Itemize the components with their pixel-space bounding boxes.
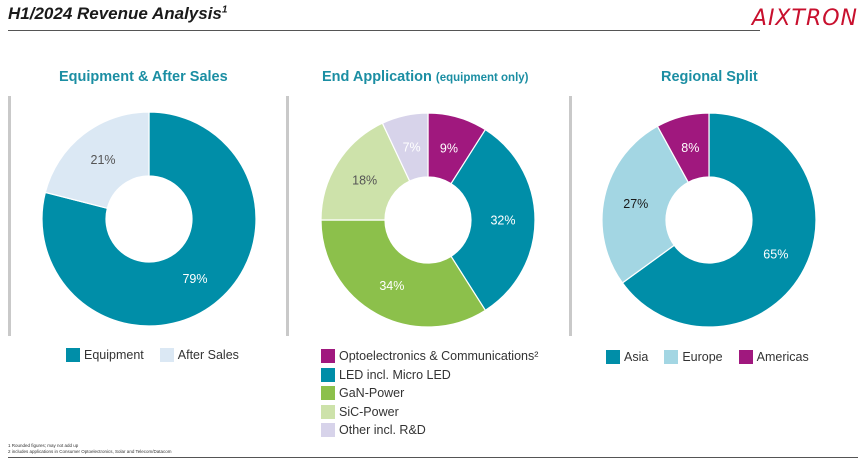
- slice-equipment-after-sales: [44, 111, 150, 210]
- legend-swatch-equipment: [66, 348, 80, 363]
- slice-application-other-incl-r-d: [381, 112, 429, 182]
- label-application-gan-power: 34%: [379, 279, 404, 293]
- legend-item-europe: Europe: [664, 348, 723, 367]
- legend-swatch-other: [321, 423, 335, 438]
- legend-application: Optoelectronics & Communications² LED in…: [321, 347, 538, 440]
- panel-subtitle-application: (equipment only): [435, 72, 529, 84]
- legend-label-asia: Asia: [624, 350, 649, 365]
- panel-title-application-text: End Application: [322, 69, 432, 85]
- legend-swatch-after-sales: [159, 348, 174, 363]
- footnote-1: 1 Rounded figures; may not add up: [8, 443, 79, 448]
- footnotes: 1 Rounded figures; may not add up 2 incl…: [8, 443, 172, 455]
- panel-title-regional-text: Regional Split: [661, 69, 758, 85]
- slice-application-led-incl-micro-led: [450, 128, 536, 312]
- label-application-sic-power: 18%: [352, 173, 377, 187]
- legend-label-other: Other incl. R&D: [339, 423, 426, 438]
- legend-swatch-sic: [321, 404, 335, 419]
- legend-swatch-europe: [664, 350, 679, 365]
- panel-title-application: End Application (equipment only): [322, 69, 529, 85]
- legend-item-equipment: Equipment: [66, 346, 144, 365]
- legend-label-after-sales: After Sales: [177, 348, 239, 363]
- legend-swatch-gan: [321, 386, 335, 401]
- legend-equipment: Equipment After Sales: [66, 346, 255, 365]
- title-rule: [8, 30, 760, 31]
- footnote-2: 2 includes applications in Consumer Opto…: [8, 449, 172, 454]
- label-application-other-incl-r-d: 7%: [403, 140, 421, 154]
- legend-item-optoelectronics: Optoelectronics & Communications²: [321, 347, 538, 366]
- legend-regional: Asia Europe Americas: [606, 348, 825, 367]
- donut-equipment: 79% 21%: [41, 111, 257, 327]
- page-title-text: H1/2024 Revenue Analysis: [8, 4, 222, 23]
- divider-left: [8, 96, 11, 336]
- panel-title-regional: Regional Split: [661, 69, 758, 85]
- title-footnote-marker: 1: [221, 4, 228, 16]
- legend-label-americas: Americas: [756, 350, 809, 365]
- panel-title-equipment-text: Equipment & After Sales: [59, 69, 228, 85]
- legend-label-sic: SiC-Power: [339, 404, 399, 419]
- legend-item-other: Other incl. R&D: [321, 421, 538, 440]
- legend-swatch-asia: [606, 350, 620, 365]
- label-regional-americas: 8%: [681, 141, 699, 155]
- legend-item-after-sales: After Sales: [159, 346, 239, 365]
- legend-swatch-led: [321, 367, 335, 382]
- label-regional-europe: 27%: [623, 197, 648, 211]
- donut-regional: 65% 27% 8%: [601, 112, 817, 328]
- legend-label-gan: GaN-Power: [339, 386, 405, 401]
- legend-label-optoelectronics: Optoelectronics & Communications²: [339, 349, 539, 364]
- legend-item-asia: Asia: [606, 348, 648, 367]
- legend-swatch-optoelectronics: [321, 349, 335, 364]
- divider-mid2: [569, 96, 572, 336]
- legend-item-sic: SiC-Power: [321, 403, 538, 422]
- label-equipment-after-sales: 21%: [91, 153, 116, 167]
- slice-regional-americas: [656, 112, 710, 184]
- page-title: H1/2024 Revenue Analysis1: [8, 4, 227, 24]
- legend-item-led: LED incl. Micro LED: [321, 366, 538, 385]
- donut-application: 9% 32% 34% 18% 7%: [320, 112, 536, 328]
- slice-regional-europe: [601, 125, 690, 284]
- legend-label-europe: Europe: [682, 350, 723, 365]
- slice-application-sic-power: [320, 122, 411, 221]
- legend-item-gan: GaN-Power: [321, 384, 538, 403]
- label-regional-asia: 65%: [763, 248, 788, 262]
- legend-label-equipment: Equipment: [84, 348, 144, 363]
- label-application-led-incl-micro-led: 32%: [490, 214, 515, 228]
- aixtron-logo: AIXTRON: [751, 6, 858, 31]
- label-equipment-equipment: 79%: [182, 272, 207, 286]
- panel-title-equipment: Equipment & After Sales: [59, 69, 228, 85]
- slice-regional-asia: [621, 112, 817, 328]
- slice-application-gan-power: [320, 219, 487, 328]
- legend-swatch-americas: [738, 350, 753, 365]
- label-application-optoelectronics-communications: 9%: [440, 141, 458, 155]
- slice-equipment-equipment: [41, 111, 257, 327]
- divider-mid1: [286, 96, 289, 336]
- legend-label-led: LED incl. Micro LED: [339, 367, 451, 382]
- legend-item-americas: Americas: [738, 348, 809, 367]
- bottom-rule: [8, 457, 858, 458]
